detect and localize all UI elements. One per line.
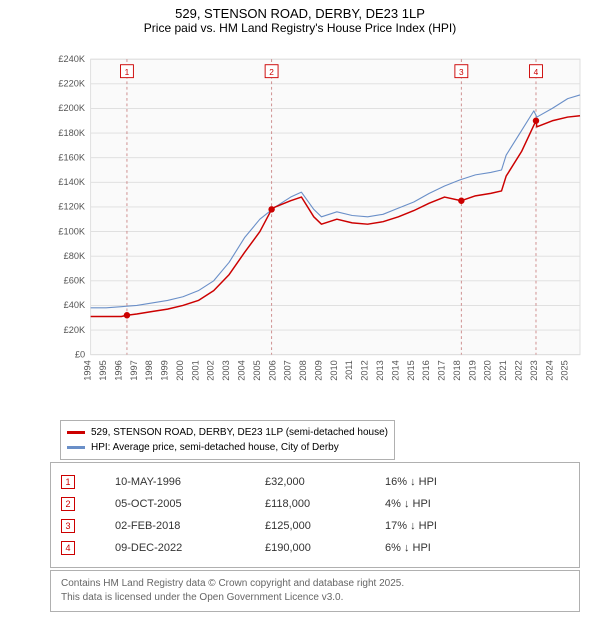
event-price: £190,000 bbox=[265, 542, 345, 554]
event-date: 10-MAY-1996 bbox=[115, 476, 225, 488]
svg-text:£100K: £100K bbox=[58, 226, 86, 236]
svg-text:1999: 1999 bbox=[160, 360, 170, 381]
svg-text:2013: 2013 bbox=[375, 360, 385, 381]
svg-text:4: 4 bbox=[534, 67, 539, 77]
svg-text:2023: 2023 bbox=[529, 360, 539, 381]
svg-text:2019: 2019 bbox=[467, 360, 477, 381]
legend-label: HPI: Average price, semi-detached house,… bbox=[91, 440, 339, 455]
event-price: £125,000 bbox=[265, 520, 345, 532]
svg-text:1996: 1996 bbox=[113, 360, 123, 381]
legend-swatch bbox=[67, 431, 85, 434]
event-marker: 1 bbox=[61, 475, 75, 489]
event-diff: 16% ↓ HPI bbox=[385, 476, 485, 488]
footer-line: Contains HM Land Registry data © Crown c… bbox=[61, 577, 569, 591]
svg-text:2022: 2022 bbox=[514, 360, 524, 381]
svg-text:2017: 2017 bbox=[437, 360, 447, 381]
svg-text:1997: 1997 bbox=[129, 360, 139, 381]
event-date: 09-DEC-2022 bbox=[115, 542, 225, 554]
event-price: £118,000 bbox=[265, 498, 345, 510]
svg-text:£200K: £200K bbox=[58, 103, 86, 113]
svg-text:2006: 2006 bbox=[267, 360, 277, 381]
svg-text:2015: 2015 bbox=[406, 360, 416, 381]
chart-legend: 529, STENSON ROAD, DERBY, DE23 1LP (semi… bbox=[60, 420, 395, 460]
svg-text:2009: 2009 bbox=[313, 360, 323, 381]
svg-text:2010: 2010 bbox=[329, 360, 339, 381]
legend-label: 529, STENSON ROAD, DERBY, DE23 1LP (semi… bbox=[91, 425, 388, 440]
svg-text:2016: 2016 bbox=[421, 360, 431, 381]
svg-text:2012: 2012 bbox=[360, 360, 370, 381]
event-marker: 4 bbox=[61, 541, 75, 555]
svg-text:2: 2 bbox=[269, 67, 274, 77]
svg-text:£180K: £180K bbox=[58, 128, 86, 138]
svg-text:2007: 2007 bbox=[283, 360, 293, 381]
event-price: £32,000 bbox=[265, 476, 345, 488]
event-diff: 4% ↓ HPI bbox=[385, 498, 485, 510]
line-chart: £0 £20K £40K £60K £80K £100K £120K £140K £160K £1… bbox=[50, 45, 580, 415]
svg-text:£80K: £80K bbox=[64, 251, 86, 261]
chart-subtitle: Price paid vs. HM Land Registry's House … bbox=[0, 21, 600, 39]
svg-text:1995: 1995 bbox=[98, 360, 108, 381]
svg-text:2021: 2021 bbox=[498, 360, 508, 381]
event-diff: 6% ↓ HPI bbox=[385, 542, 485, 554]
svg-text:2005: 2005 bbox=[252, 360, 262, 381]
svg-text:2002: 2002 bbox=[206, 360, 216, 381]
event-row: 1 10-MAY-1996 £32,000 16% ↓ HPI bbox=[61, 471, 569, 493]
events-table: 1 10-MAY-1996 £32,000 16% ↓ HPI 2 05-OCT-2005… bbox=[50, 462, 580, 568]
svg-text:£120K: £120K bbox=[58, 202, 86, 212]
event-marker: 2 bbox=[61, 497, 75, 511]
svg-text:2020: 2020 bbox=[483, 360, 493, 381]
chart-title: 529, STENSON ROAD, DERBY, DE23 1LP bbox=[0, 0, 600, 21]
svg-text:2024: 2024 bbox=[544, 360, 554, 381]
svg-text:£140K: £140K bbox=[58, 177, 86, 187]
svg-text:1994: 1994 bbox=[83, 360, 93, 381]
svg-text:2003: 2003 bbox=[221, 360, 231, 381]
event-row: 3 02-FEB-2018 £125,000 17% ↓ HPI bbox=[61, 515, 569, 537]
svg-text:3: 3 bbox=[459, 67, 464, 77]
chart-svg: £0 £20K £40K £60K £80K £100K £120K £140K £160K £1… bbox=[50, 45, 580, 415]
svg-text:2008: 2008 bbox=[298, 360, 308, 381]
footer-line: This data is licensed under the Open Gov… bbox=[61, 591, 569, 605]
svg-text:2014: 2014 bbox=[390, 360, 400, 381]
event-date: 05-OCT-2005 bbox=[115, 498, 225, 510]
svg-text:£60K: £60K bbox=[64, 276, 86, 286]
legend-row: 529, STENSON ROAD, DERBY, DE23 1LP (semi… bbox=[67, 425, 388, 440]
svg-text:2025: 2025 bbox=[560, 360, 570, 381]
svg-text:£240K: £240K bbox=[58, 54, 86, 64]
svg-text:2004: 2004 bbox=[237, 360, 247, 381]
svg-text:2001: 2001 bbox=[190, 360, 200, 381]
svg-text:£160K: £160K bbox=[58, 152, 86, 162]
svg-text:2011: 2011 bbox=[344, 360, 354, 380]
svg-text:£0: £0 bbox=[75, 349, 85, 359]
event-row: 2 05-OCT-2005 £118,000 4% ↓ HPI bbox=[61, 493, 569, 515]
legend-row: HPI: Average price, semi-detached house,… bbox=[67, 440, 388, 455]
svg-text:2018: 2018 bbox=[452, 360, 462, 381]
svg-text:1: 1 bbox=[125, 67, 130, 77]
svg-text:2000: 2000 bbox=[175, 360, 185, 381]
svg-text:£220K: £220K bbox=[58, 79, 86, 89]
svg-text:£20K: £20K bbox=[64, 325, 86, 335]
svg-text:£40K: £40K bbox=[64, 300, 86, 310]
event-date: 02-FEB-2018 bbox=[115, 520, 225, 532]
chart-footer: Contains HM Land Registry data © Crown c… bbox=[50, 570, 580, 612]
event-diff: 17% ↓ HPI bbox=[385, 520, 485, 532]
legend-swatch bbox=[67, 446, 85, 449]
event-row: 4 09-DEC-2022 £190,000 6% ↓ HPI bbox=[61, 537, 569, 559]
event-marker: 3 bbox=[61, 519, 75, 533]
svg-text:1998: 1998 bbox=[144, 360, 154, 381]
